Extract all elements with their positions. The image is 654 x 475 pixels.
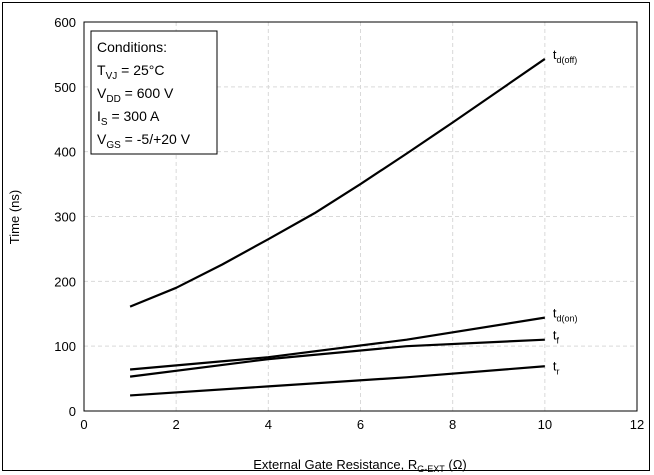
series-line-t-d(off) [129, 58, 546, 308]
series-label-f-main: t [553, 328, 557, 343]
x-tick-label: 8 [449, 417, 456, 432]
condition-line: Conditions: [97, 39, 167, 55]
x-axis-title-main: External Gate Resistance, R [253, 457, 417, 472]
series-line-t-r [130, 365, 545, 397]
series-line-t-f [129, 338, 545, 378]
series-label-r: tr [553, 358, 560, 376]
condition-line-main: Conditions: [97, 39, 167, 55]
y-tick-label: 600 [54, 15, 76, 30]
series-label-d(on)-main: t [553, 306, 557, 321]
x-axis-title-sub: G-EXT [417, 464, 445, 474]
series-label-r-main: t [553, 358, 557, 373]
condition-line-sub: DD [106, 94, 120, 105]
chart-frame [2, 2, 650, 471]
series-line-t-d(on) [129, 316, 546, 371]
condition-line: IS = 300 A [97, 108, 160, 128]
series-label-d(off): td(off) [553, 47, 577, 65]
tick-labels: 0 2 4 6 8 10 12 0 100 200 300 400 500 600 [54, 15, 644, 432]
condition-line-main: T [97, 62, 106, 78]
condition-line-tail: = 25°C [117, 62, 164, 78]
condition-line-main: I [97, 108, 101, 124]
condition-line: VGS = -5/+20 V [97, 131, 191, 151]
y-tick-label: 500 [54, 80, 76, 95]
x-tick-label: 0 [80, 417, 87, 432]
x-axis-title: External Gate Resistance, RG-EXT (Ω) [253, 457, 467, 474]
x-tick-label: 2 [173, 417, 180, 432]
y-tick-label: 400 [54, 145, 76, 160]
series-label-f-sub: f [556, 336, 559, 346]
series-label-d(off)-main: t [553, 47, 557, 62]
series-label-d(on)-sub: d(on) [556, 314, 577, 324]
y-tick-label: 100 [54, 339, 76, 354]
condition-line-tail: = -5/+20 V [121, 131, 191, 147]
condition-line-tail: = 600 V [121, 85, 174, 101]
y-tick-label: 300 [54, 210, 76, 225]
y-tick-label: 200 [54, 274, 76, 289]
series-group [129, 58, 546, 397]
condition-line-main: V [97, 85, 107, 101]
conditions-border [90, 30, 218, 155]
series-label-d(on): td(on) [553, 306, 578, 324]
plot-area [83, 21, 638, 412]
x-tick-label: 6 [357, 417, 364, 432]
series-label-d(off)-sub: d(off) [556, 55, 577, 65]
x-tick-label: 10 [538, 417, 552, 432]
series-label-f: tf [553, 328, 560, 346]
x-tick-label: 4 [265, 417, 272, 432]
x-tick-label: 12 [630, 417, 644, 432]
series-label-r-sub: r [556, 366, 559, 376]
condition-line: TVJ = 25°C [97, 62, 164, 82]
condition-line-tail: = 300 A [108, 108, 160, 124]
condition-line-sub: GS [106, 140, 121, 151]
condition-line-sub: S [101, 117, 108, 128]
condition-line: VDD = 600 V [97, 85, 174, 105]
x-axis-title-tail: (Ω) [445, 457, 467, 472]
condition-line-main: V [97, 131, 107, 147]
y-axis-title: Time (ns) [7, 190, 22, 244]
condition-line-sub: VJ [106, 71, 118, 82]
y-tick-label: 0 [69, 404, 76, 419]
